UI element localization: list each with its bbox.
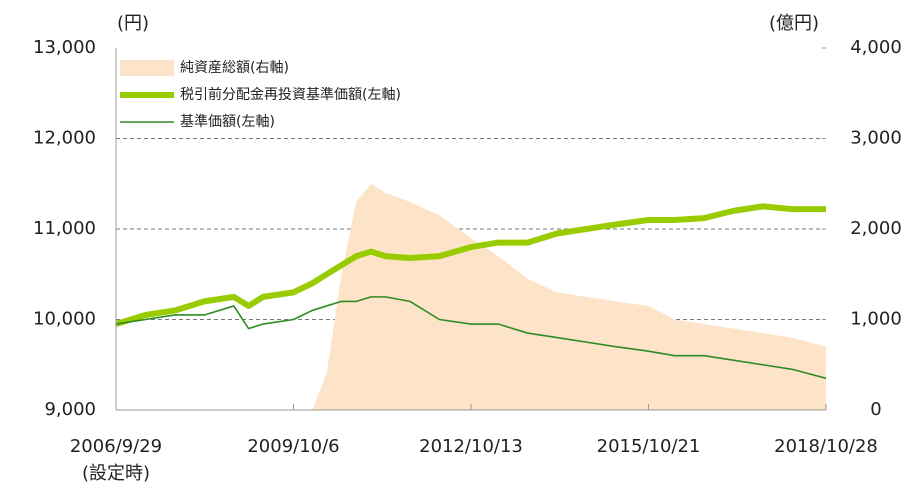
y-tick-label: 12,000 (33, 128, 96, 149)
y2-tick-label: 4,000 (850, 37, 902, 58)
y2-tick-label: 2,000 (850, 218, 902, 239)
y2-unit: (億円) (769, 13, 819, 34)
plot-layer (115, 183, 827, 410)
x-tick-note: (設定時) (82, 463, 150, 484)
y-tick-label: 11,000 (33, 218, 96, 239)
y-tick-label: 10,000 (33, 309, 96, 330)
legend: 純資産総額(右軸) 税引前分配金再投資基準価額(左軸) 基準価額(左軸) (120, 60, 401, 130)
line (115, 203, 826, 327)
y2-tick-label: 3,000 (850, 128, 902, 149)
legend-label: 基準価額(左軸) (180, 113, 275, 130)
x-tick-label: 2012/10/13 (419, 436, 523, 457)
x-tick-label: 2009/10/6 (247, 436, 339, 457)
x-tick-label: 2015/10/21 (597, 436, 701, 457)
x-tick-label: 2006/9/29 (70, 436, 162, 457)
area (116, 183, 826, 410)
y2-tick-label: 1,000 (850, 309, 902, 330)
y-tick-label: 9,000 (44, 399, 96, 420)
y-tick-label: 13,000 (33, 37, 96, 58)
legend-swatch (120, 60, 174, 76)
legend-label: 純資産総額(右軸) (180, 60, 289, 76)
legend-label: 税引前分配金再投資基準価額(左軸) (180, 86, 401, 103)
y-unit: (円) (117, 13, 149, 34)
y2-tick-label: 0 (870, 399, 881, 420)
line (115, 296, 827, 380)
x-tick-label: 2018/10/28 (774, 436, 878, 457)
